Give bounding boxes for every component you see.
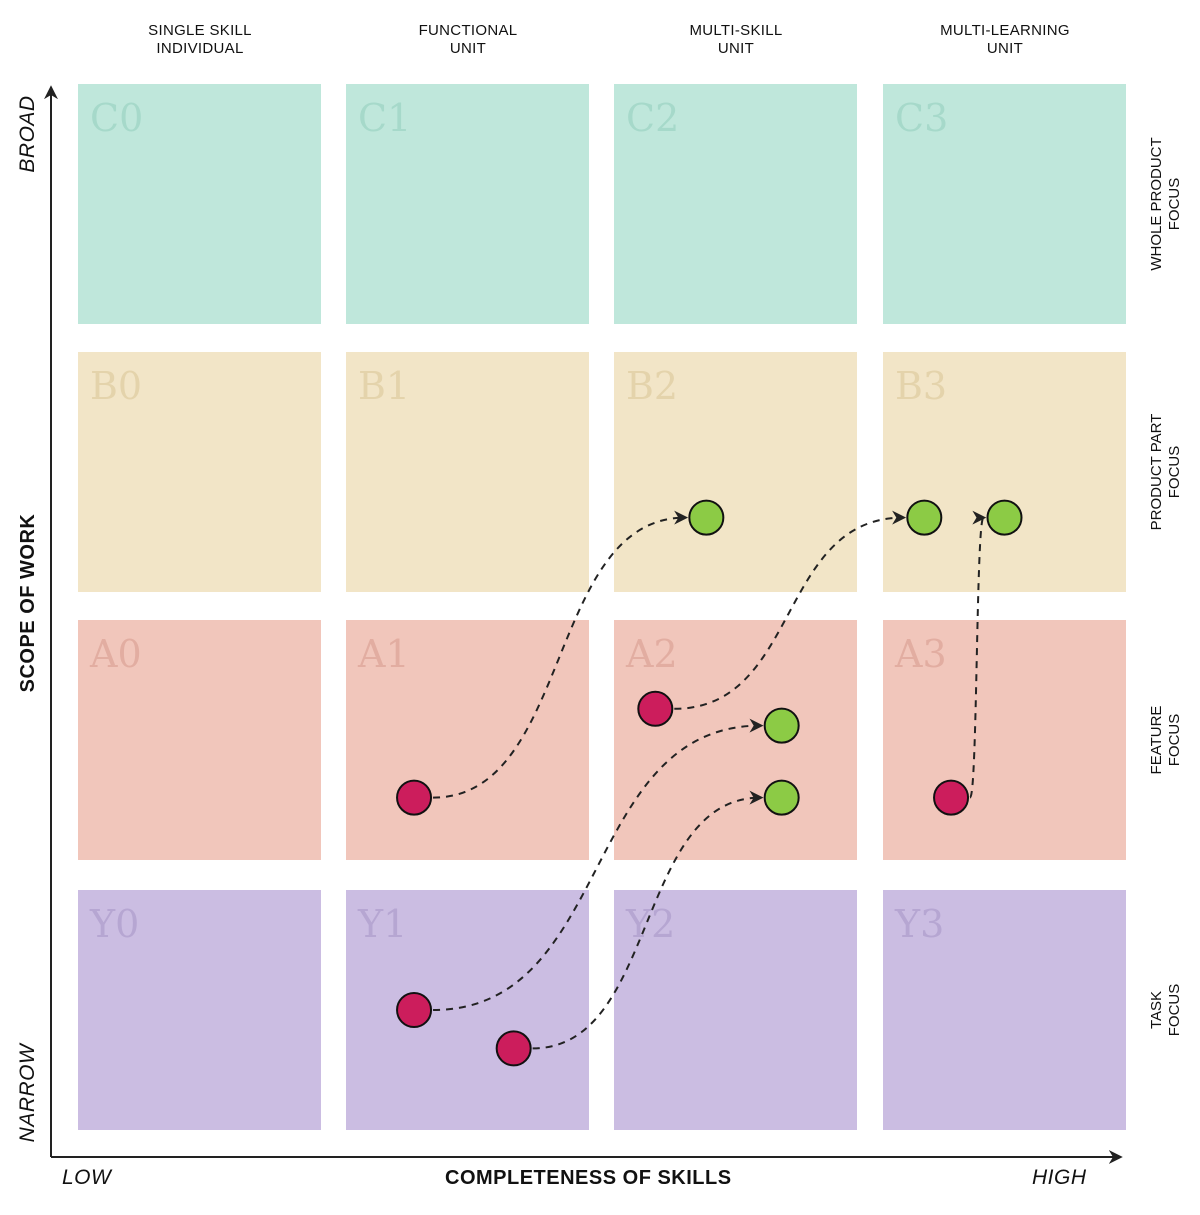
cell-c2: C2 bbox=[614, 84, 857, 324]
column-header-single-skill-individual: SINGLE SKILL INDIVIDUAL bbox=[100, 22, 300, 58]
cell-a3: A3 bbox=[883, 620, 1126, 860]
cell-label: B3 bbox=[895, 364, 948, 408]
cell-label: A3 bbox=[895, 632, 947, 676]
column-header-line: INDIVIDUAL bbox=[156, 40, 244, 57]
transition-arrow bbox=[969, 511, 987, 799]
column-header-line: MULTI-LEARNING bbox=[940, 22, 1070, 39]
end-dot-a2 bbox=[763, 779, 800, 816]
end-dot-b3 bbox=[906, 499, 943, 536]
cell-label: A0 bbox=[90, 632, 142, 676]
cell-label: B2 bbox=[626, 364, 679, 408]
cell-b1: B1 bbox=[346, 352, 589, 592]
end-dot-a2 bbox=[763, 707, 800, 744]
column-header-functional-unit: FUNCTIONAL UNIT bbox=[368, 22, 568, 58]
cell-y1: Y1 bbox=[346, 890, 589, 1130]
cell-c0: C0 bbox=[78, 84, 321, 324]
end-dot-b3 bbox=[986, 499, 1023, 536]
transition-arrow bbox=[433, 718, 764, 1011]
start-dot-a3 bbox=[933, 779, 970, 816]
column-header-line: UNIT bbox=[986, 40, 1024, 57]
cell-label: Y1 bbox=[358, 902, 408, 946]
cell-b2: B2 bbox=[614, 352, 857, 592]
cell-y2: Y2 bbox=[614, 890, 857, 1130]
cell-label: C0 bbox=[90, 96, 144, 140]
column-header-line: UNIT bbox=[449, 40, 487, 57]
start-dot-y1 bbox=[495, 1030, 532, 1067]
cell-c3: C3 bbox=[883, 84, 1126, 324]
start-dot-y1 bbox=[396, 992, 433, 1028]
cell-a0: A0 bbox=[78, 620, 321, 860]
transition-arrow bbox=[674, 510, 907, 710]
x-axis-low-label: LOW bbox=[62, 1166, 112, 1189]
start-dot-a1 bbox=[396, 779, 433, 816]
end-dot-b2 bbox=[688, 499, 725, 536]
column-header-line: UNIT bbox=[717, 40, 755, 57]
transition-arrow bbox=[532, 790, 764, 1050]
cell-label: Y0 bbox=[90, 902, 140, 946]
cell-label: B1 bbox=[358, 364, 411, 408]
cell-label: C2 bbox=[626, 96, 680, 140]
cell-label: C3 bbox=[895, 96, 949, 140]
cell-label: B0 bbox=[90, 364, 143, 408]
cell-a2: A2 bbox=[614, 620, 857, 860]
cell-b3: B3 bbox=[883, 352, 1126, 592]
cell-label: Y2 bbox=[626, 902, 676, 946]
x-axis-title: COMPLETENESS OF SKILLS bbox=[445, 1167, 732, 1189]
cell-y3: Y3 bbox=[883, 890, 1126, 1130]
column-header-multi-skill-unit: MULTI-SKILL UNIT bbox=[636, 22, 836, 58]
column-header-line: MULTI-SKILL bbox=[689, 22, 783, 39]
cell-b0: B0 bbox=[78, 352, 321, 592]
column-header-multi-learning-unit: MULTI-LEARNING UNIT bbox=[905, 22, 1105, 58]
column-header-line: FUNCTIONAL bbox=[418, 22, 518, 39]
x-axis-high-label: HIGH bbox=[1032, 1166, 1087, 1189]
cell-label: C1 bbox=[358, 96, 412, 140]
start-dot-a2 bbox=[637, 690, 674, 727]
cell-c1: C1 bbox=[346, 84, 589, 324]
cell-label: Y3 bbox=[895, 902, 945, 946]
cell-y0: Y0 bbox=[78, 890, 321, 1130]
cell-a1: A1 bbox=[346, 620, 589, 860]
column-header-line: SINGLE SKILL bbox=[148, 22, 252, 39]
cell-label: A1 bbox=[358, 632, 410, 676]
cell-label: A2 bbox=[626, 632, 678, 676]
transition-arrow bbox=[433, 510, 689, 799]
